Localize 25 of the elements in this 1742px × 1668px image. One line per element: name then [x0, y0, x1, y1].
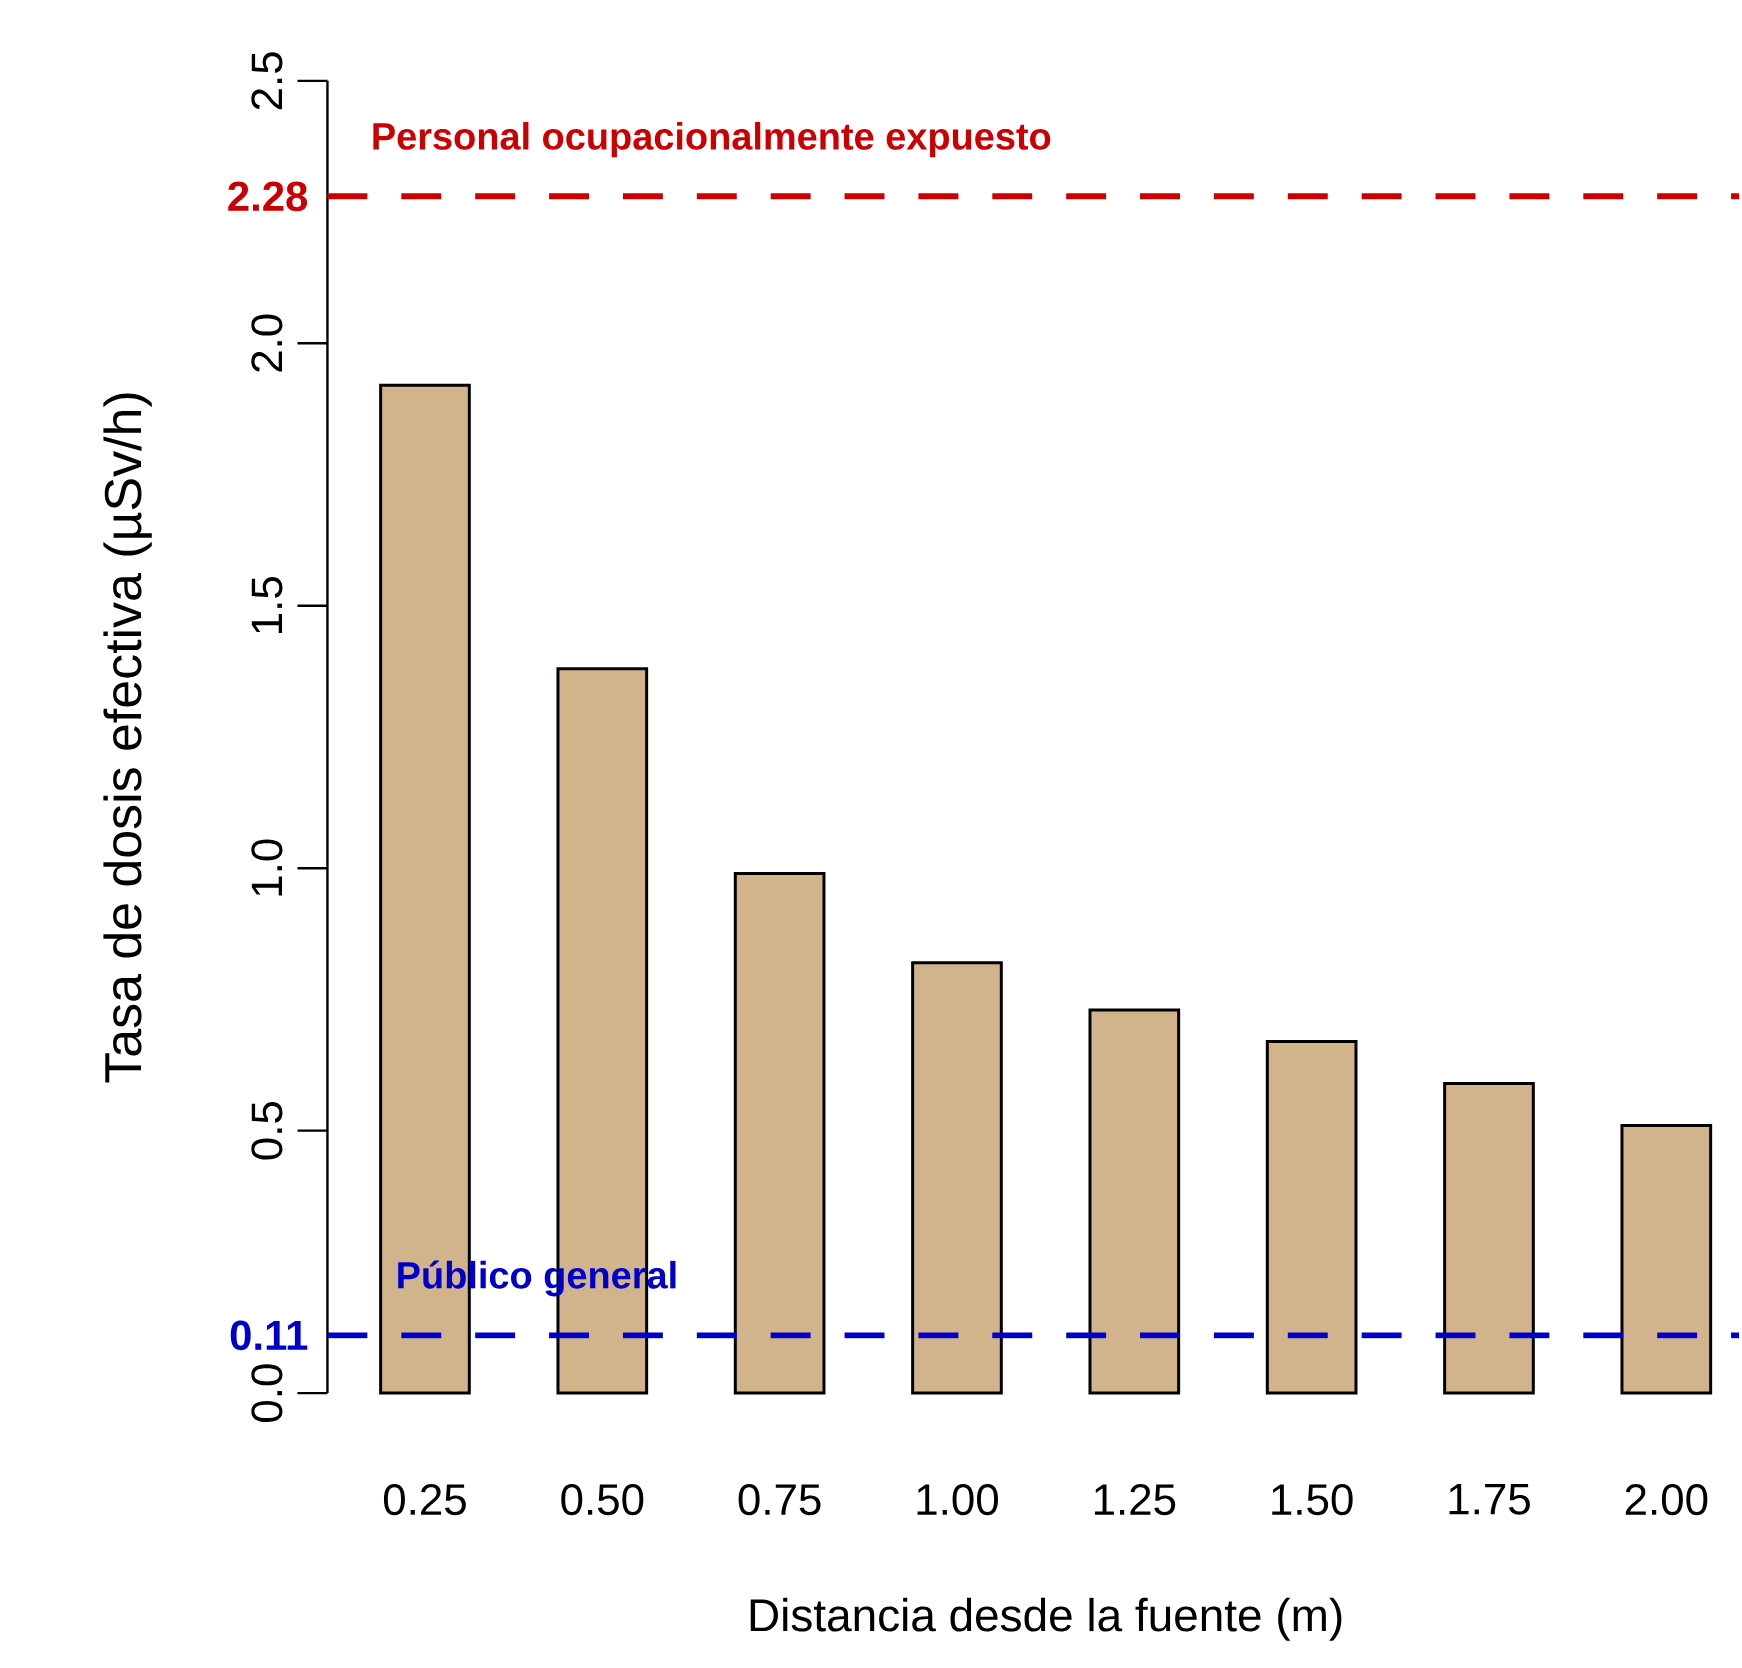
bar: [1443, 1081, 1535, 1395]
y-tick-label: 2.5: [251, 52, 283, 110]
x-tick-label: 1.25: [1094, 1483, 1176, 1516]
y-tick-label: 1.0: [251, 839, 283, 896]
x-tick-label: 0.50: [561, 1483, 644, 1516]
x-tick-label: 1.50: [1272, 1483, 1353, 1516]
y-tick-label: 0.5: [251, 1101, 283, 1160]
y-tick-label: 0.0: [251, 1364, 283, 1422]
x-tick-label: 1.75: [1449, 1483, 1530, 1515]
ref-line-label: Personal ocupacionalmente expuesto: [373, 121, 1051, 158]
y-tick-label: 1.5: [251, 577, 283, 633]
bar: [1088, 1008, 1181, 1395]
x-axis-title: Distancia desde la fuente (m): [750, 1597, 1342, 1641]
bar: [733, 871, 826, 1395]
bar: [1620, 1123, 1713, 1395]
bar: [1265, 1039, 1358, 1395]
x-tick-label: 0.25: [383, 1483, 466, 1516]
text: 2.28: [228, 181, 308, 212]
text: 0.11: [230, 1320, 308, 1351]
bar: [911, 961, 1003, 1395]
y-tick-label: 2.0: [251, 314, 283, 372]
x-tick-label: 0.75: [738, 1483, 821, 1516]
x-tick-label: 1.00: [917, 1483, 998, 1516]
y-axis-title: Tasa de dosis efectiva (µSv/h): [103, 393, 152, 1083]
x-tick-label: 2.00: [1625, 1483, 1708, 1516]
